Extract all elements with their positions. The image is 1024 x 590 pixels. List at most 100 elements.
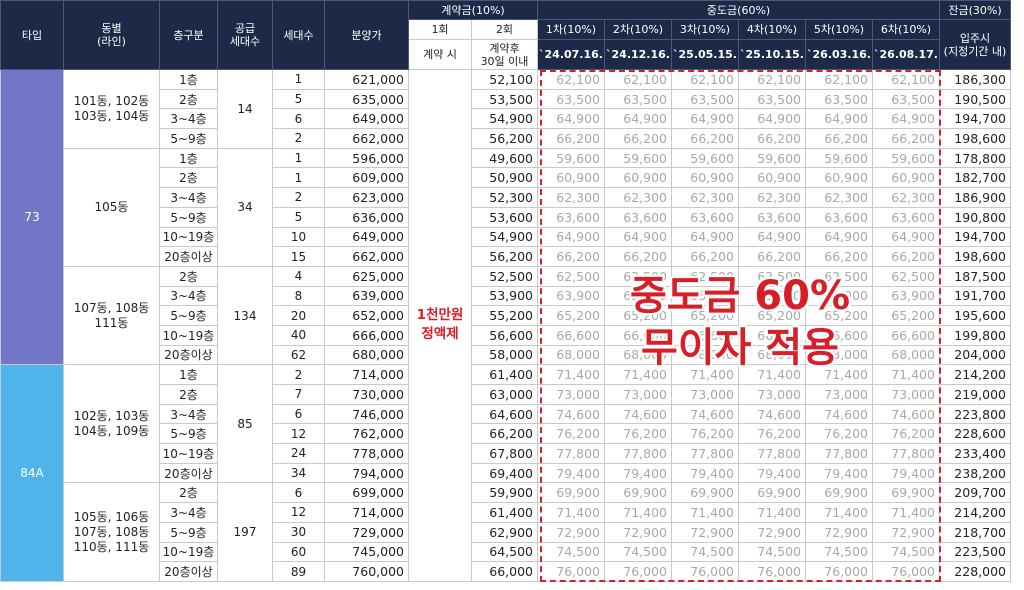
- interim-cell: 71,400: [738, 364, 806, 385]
- interim-cell: 64,900: [805, 226, 873, 248]
- price-cell: 639,000: [324, 285, 409, 307]
- contract-2-cell: 55,200: [471, 305, 538, 326]
- price-cell: 778,000: [324, 443, 409, 464]
- interim-cell: 63,600: [604, 206, 672, 228]
- balance-cell: 198,600: [939, 128, 1011, 149]
- interim-cell: 73,000: [537, 384, 605, 405]
- table-row: 20층이상 34 794,000 69,400 79,400 79,400 79,400 79…: [1, 462, 1011, 484]
- price-cell: 714,000: [324, 364, 409, 385]
- contract-2-cell: 66,000: [471, 561, 538, 582]
- interim-cell: 66,200: [537, 128, 605, 149]
- header-building: 동별 (라인): [63, 0, 160, 70]
- header-contract-group: 계약금(10%): [408, 0, 538, 20]
- price-cell: 662,000: [324, 128, 409, 149]
- interim-cell: 77,800: [738, 443, 806, 464]
- building-cell: 105동, 106동 107동, 108동 110동, 111동: [63, 482, 160, 582]
- interim-cell: 76,200: [604, 423, 672, 445]
- interim-cell: 76,000: [671, 561, 739, 582]
- table-row: 20층이상 89 760,000 66,000 76,000 76,000 76,000 76…: [1, 561, 1011, 582]
- balance-cell: 233,400: [939, 443, 1011, 464]
- price-cell: 746,000: [324, 403, 409, 425]
- interim-cell: 63,500: [738, 88, 806, 110]
- interim-cell: 59,600: [537, 147, 605, 169]
- price-cell: 652,000: [324, 305, 409, 326]
- interim-cell: 77,800: [537, 443, 605, 464]
- header-interim-date: `25.05.15.: [671, 39, 739, 70]
- interim-cell: 79,400: [872, 462, 940, 484]
- interim-cell: 66,200: [805, 128, 873, 149]
- contract-2-cell: 53,500: [471, 88, 538, 110]
- floor-cell: 20층이상: [159, 246, 218, 267]
- interim-cell: 74,500: [872, 541, 940, 563]
- interim-cell: 74,600: [805, 403, 873, 425]
- interim-cell: 66,200: [604, 128, 672, 149]
- contract-2-cell: 67,800: [471, 443, 538, 464]
- interim-cell: 66,200: [805, 246, 873, 267]
- floor-cell: 2층: [159, 384, 218, 405]
- interim-cell: 62,300: [805, 187, 873, 208]
- floor-cell: 20층이상: [159, 561, 218, 582]
- contract-1-fixed-cell: 1천만원 정액제: [408, 69, 472, 582]
- units-cell: 12: [272, 423, 325, 445]
- interim-cell: 63,600: [537, 206, 605, 228]
- interim-cell: 60,900: [738, 167, 806, 189]
- interim-cell: 74,500: [604, 541, 672, 563]
- units-cell: 89: [272, 561, 325, 582]
- contract-2-cell: 61,400: [471, 502, 538, 523]
- interim-cell: 60,900: [872, 167, 940, 189]
- table-row: 3~4층 2 623,000 52,300 62,300 62,300 62,300 62,3…: [1, 187, 1011, 208]
- floor-cell: 3~4층: [159, 108, 218, 130]
- price-cell: 762,000: [324, 423, 409, 445]
- interim-cell: 79,400: [805, 462, 873, 484]
- units-cell: 20: [272, 305, 325, 326]
- floor-cell: 2층: [159, 482, 218, 504]
- interim-cell: 77,800: [671, 443, 739, 464]
- header-interim-date: `25.10.15.: [738, 39, 806, 70]
- building-cell: 105동: [63, 147, 160, 267]
- balance-cell: 186,300: [939, 69, 1011, 90]
- contract-2-cell: 59,900: [471, 482, 538, 504]
- interim-cell: 62,300: [604, 187, 672, 208]
- table-row: 2층 5 635,000 53,500 63,500 63,500 63,500 63,500…: [1, 88, 1011, 110]
- price-table-body: 73 101동, 102동 103동, 104동 1층 14 1 621,000 1천만원 …: [0, 68, 1011, 582]
- interim-cell: 76,000: [537, 561, 605, 582]
- interim-cell: 66,200: [872, 128, 940, 149]
- interim-cell: 62,100: [537, 69, 605, 90]
- units-cell: 1: [272, 69, 325, 90]
- balance-cell: 214,200: [939, 364, 1011, 385]
- header-floor: 층구분: [159, 0, 218, 70]
- table-row: 3~4층 8 639,000 53,900 63,900 63,900 63,900 63,9…: [1, 285, 1011, 307]
- interim-cell: 62,300: [671, 187, 739, 208]
- interim-cell: 62,300: [738, 187, 806, 208]
- building-cell: 101동, 102동 103동, 104동: [63, 69, 160, 149]
- interim-cell: 76,000: [604, 561, 672, 582]
- balance-cell: 191,700: [939, 285, 1011, 307]
- supply-cell: 197: [217, 482, 273, 582]
- balance-cell: 182,700: [939, 167, 1011, 189]
- interim-cell: 72,900: [738, 521, 806, 543]
- interim-cell: 59,600: [805, 147, 873, 169]
- interim-cell: 74,500: [805, 541, 873, 563]
- interim-cell: 62,100: [738, 69, 806, 90]
- table-row: 105동 1층 34 1 596,000 49,600 59,600 59,600 59,600…: [1, 147, 1011, 267]
- price-cell: 745,000: [324, 541, 409, 563]
- interim-cell: 76,200: [805, 423, 873, 445]
- interim-cell: 74,600: [738, 403, 806, 425]
- interim-cell: 69,900: [604, 482, 672, 504]
- overlay-line-2: 무이자 적용: [641, 325, 839, 371]
- units-cell: 34: [272, 462, 325, 484]
- interim-cell: 76,200: [872, 423, 940, 445]
- interim-cell: 62,300: [537, 187, 605, 208]
- balance-cell: 186,900: [939, 187, 1011, 208]
- contract-2-cell: 52,300: [471, 187, 538, 208]
- header-interim-label: 2차(10%): [604, 19, 672, 40]
- interim-cell: 76,200: [537, 423, 605, 445]
- floor-cell: 5~9층: [159, 521, 218, 543]
- units-cell: 1: [272, 147, 325, 169]
- header-interim-label: 1차(10%): [537, 19, 605, 40]
- interim-cell: 66,600: [805, 324, 873, 346]
- header-balance-sub: 입주시 (지정기간 내): [939, 19, 1011, 70]
- balance-cell: 219,000: [939, 384, 1011, 405]
- interim-cell: 63,900: [738, 285, 806, 307]
- price-cell: 623,000: [324, 187, 409, 208]
